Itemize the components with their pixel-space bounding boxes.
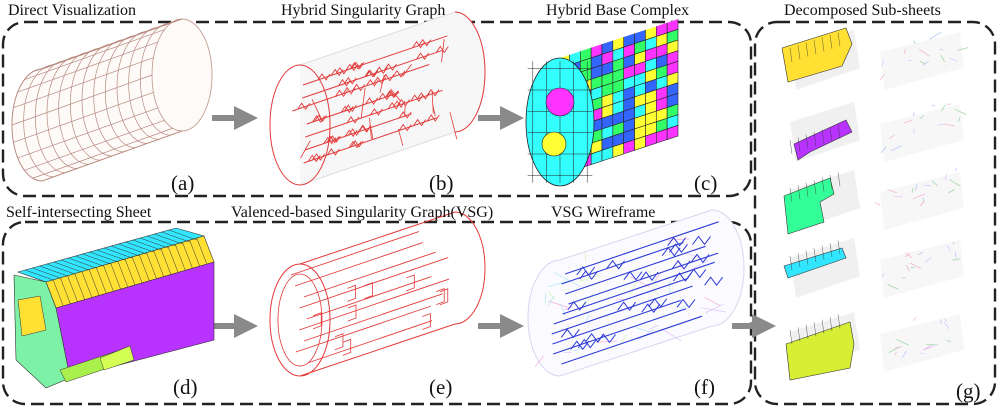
panel-a-mesh: [11, 18, 213, 182]
panel-a-label: (a): [171, 171, 195, 195]
panel-f-label: (f): [694, 375, 715, 399]
group-box-top: [1, 20, 753, 198]
group-box-bottom: [1, 220, 753, 406]
panel-b-title: Hybrid Singularity Graph: [281, 2, 446, 19]
panel-f-vsg-wireframe: [527, 209, 745, 377]
panel-c-title: Hybrid Base Complex: [546, 2, 690, 19]
panel-c-base-complex: [525, 8, 679, 187]
panel-a-title: Direct Visualization: [8, 2, 137, 19]
panel-g-subsheets: [781, 27, 969, 381]
group-box-right: [753, 20, 997, 406]
panel-e-vsg: [269, 211, 486, 377]
panel-d-self-intersecting-sheet: [13, 227, 215, 389]
panel-e-title: Valenced-based Singularity Graph(VSG): [231, 204, 494, 221]
panel-b-singularity-graph: [269, 11, 486, 186]
panel-e-label: (e): [429, 375, 453, 399]
panel-d-label: (d): [173, 375, 198, 399]
panel-c-label: (c): [694, 171, 718, 195]
panel-d-title: Self-intersecting Sheet: [6, 204, 152, 221]
panel-g-label: (g): [956, 379, 981, 403]
panel-g-title: Decomposed Sub-sheets: [784, 2, 941, 19]
panel-f-title: VSG Wireframe: [551, 204, 656, 221]
panel-b-label: (b): [429, 171, 454, 195]
